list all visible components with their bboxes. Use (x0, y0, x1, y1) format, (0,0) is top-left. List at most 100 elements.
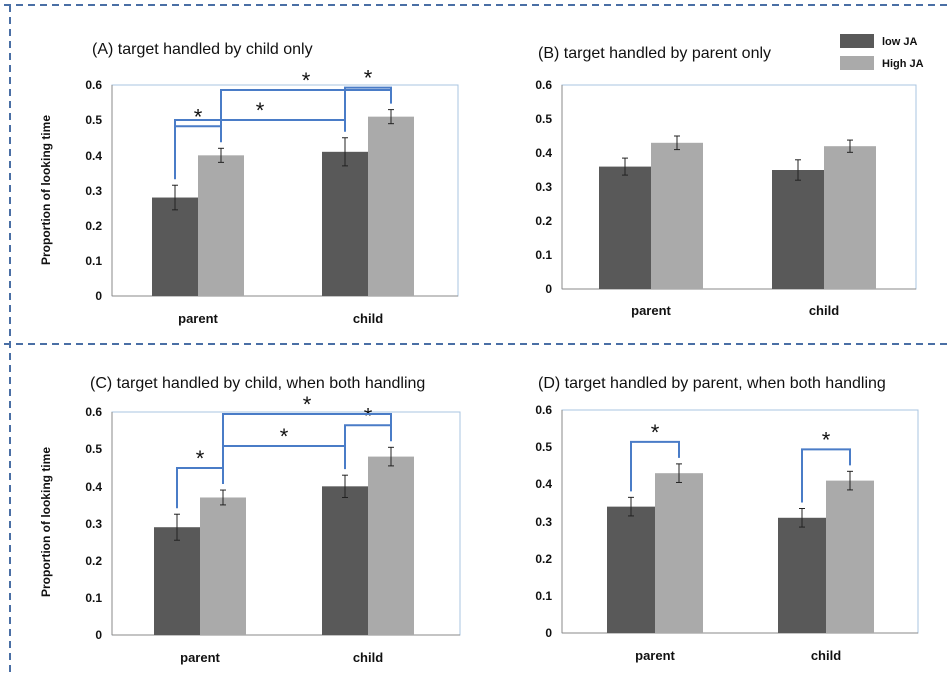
panel-a-category-child: child (353, 311, 383, 326)
errorbar-child-low-ja (342, 474, 348, 498)
errorbar-child-low-ja (799, 507, 805, 528)
panel-d-category-parent: parent (635, 648, 675, 663)
bar-parent-high-ja (655, 473, 703, 633)
panel-b-errorbars (622, 135, 853, 181)
significance-line (222, 445, 346, 481)
panel-b-ytick-5: 0.5 (535, 112, 552, 126)
panel-a-ylabel: Proportion of looking time (39, 115, 53, 265)
significance-bracket-1: * (801, 427, 851, 503)
panel-d-title: (D) target handled by parent, when both … (538, 375, 886, 392)
panel-d-ytick-6: 0.6 (535, 403, 552, 417)
panel-c-ytick-3: 0.3 (85, 517, 102, 531)
panel-c-bars (154, 456, 414, 635)
legend: low JA High JA (840, 34, 924, 70)
panel-c-title: (C) target handled by child, when both h… (90, 375, 425, 392)
panel-a-errorbars (172, 109, 394, 211)
errorbar-parent-high-ja (676, 463, 682, 483)
panel-d-bars (607, 473, 874, 633)
panel-c-category-child: child (353, 650, 383, 665)
significance-star: * (364, 403, 373, 428)
panel-a-title: (A) target handled by child only (92, 41, 313, 58)
legend-label-high-ja: High JA (882, 58, 924, 70)
panel-a-ytick-0: 0 (95, 289, 102, 303)
errorbar-child-high-ja (388, 446, 394, 467)
bar-parent-low-ja (154, 527, 200, 635)
panel-c-errorbars (174, 446, 394, 541)
errorbar-parent-high-ja (220, 489, 226, 506)
panel-d-category-child: child (811, 648, 841, 663)
legend-swatch-low-ja (840, 34, 874, 48)
panel-c-ytick-5: 0.5 (85, 442, 102, 456)
panel-d-ytick-3: 0.3 (535, 515, 552, 529)
significance-bracket-2: * (222, 424, 346, 481)
panel-a-ytick-2: 0.2 (85, 219, 102, 233)
significance-bracket-2: * (174, 98, 346, 176)
panel-b-category-parent: parent (631, 303, 671, 318)
errorbar-child-high-ja (388, 109, 394, 125)
errorbar-child-low-ja (342, 137, 348, 167)
panel-b-ytick-0: 0 (545, 282, 552, 296)
panel-b-ytick-2: 0.2 (535, 214, 552, 228)
panel-a-bars (152, 116, 414, 297)
significance-star: * (303, 392, 312, 417)
legend-label-low-ja: low JA (882, 36, 918, 48)
panel-b-ytick-4: 0.4 (535, 146, 552, 160)
errorbar-parent-low-ja (622, 157, 628, 176)
errorbar-child-high-ja (847, 139, 853, 153)
panel-a-ytick-5: 0.5 (85, 113, 102, 127)
significance-star: * (256, 98, 265, 123)
panel-b-y-axis: 0 0.1 0.2 0.3 0.4 0.5 0.6 (535, 78, 563, 296)
panel-c: (C) target handled by child, when both h… (39, 375, 461, 665)
bar-parent-high-ja (651, 142, 703, 289)
panel-a-y-axis: 0 0.1 0.2 0.3 0.4 0.5 0.6 (85, 78, 113, 303)
panel-d-y-axis: 0 0.1 0.2 0.3 0.4 0.5 0.6 (535, 403, 563, 640)
significance-star: * (822, 427, 831, 452)
panel-a-ytick-3: 0.3 (85, 184, 102, 198)
panel-b-ytick-3: 0.3 (535, 180, 552, 194)
bar-child-low-ja (772, 170, 824, 289)
errorbar-parent-high-ja (674, 135, 680, 151)
panel-b-ytick-1: 0.1 (535, 248, 552, 262)
panel-b-title: (B) target handled by parent only (538, 45, 771, 62)
panel-c-ylabel: Proportion of looking time (39, 447, 53, 597)
dashed-frame (4, 4, 947, 672)
panel-a: (A) target handled by child only Proport… (39, 41, 459, 326)
panel-c-ytick-0: 0 (95, 628, 102, 642)
panel-a-ytick-4: 0.4 (85, 149, 102, 163)
panel-a-ytick-6: 0.6 (85, 78, 102, 92)
bar-parent-low-ja (152, 197, 198, 296)
panel-a-category-parent: parent (178, 311, 218, 326)
panel-d-errorbars (628, 463, 853, 528)
errorbar-parent-high-ja (218, 147, 224, 163)
significance-star: * (280, 424, 289, 449)
errorbar-child-high-ja (847, 470, 853, 491)
bar-child-high-ja (824, 146, 876, 289)
bar-child-low-ja (322, 151, 368, 296)
panel-d-ytick-2: 0.2 (535, 552, 552, 566)
bar-child-high-ja (368, 456, 414, 635)
bar-parent-high-ja (200, 497, 246, 635)
bar-child-high-ja (368, 116, 414, 297)
significance-bracket-0: * (630, 420, 680, 492)
panel-c-y-axis: 0 0.1 0.2 0.3 0.4 0.5 0.6 (85, 405, 113, 642)
panel-d: (D) target handled by parent, when both … (535, 375, 919, 663)
errorbar-parent-low-ja (174, 513, 180, 541)
significance-bracket-3: * (220, 68, 392, 139)
bar-child-low-ja (778, 517, 826, 633)
panel-a-significance: * * * * (174, 66, 392, 180)
errorbar-parent-low-ja (172, 184, 178, 211)
panel-c-ytick-1: 0.1 (85, 591, 102, 605)
significance-star: * (302, 68, 311, 93)
significance-star: * (651, 420, 660, 445)
panel-c-ytick-6: 0.6 (85, 405, 102, 419)
panel-d-ytick-0: 0 (545, 626, 552, 640)
panel-b-ytick-6: 0.6 (535, 78, 552, 92)
bar-parent-high-ja (198, 155, 244, 296)
panel-a-ytick-1: 0.1 (85, 254, 102, 268)
significance-line (222, 413, 392, 481)
panel-c-category-parent: parent (180, 650, 220, 665)
significance-star: * (194, 104, 203, 129)
bar-parent-low-ja (607, 506, 655, 633)
panel-d-ytick-1: 0.1 (535, 589, 552, 603)
